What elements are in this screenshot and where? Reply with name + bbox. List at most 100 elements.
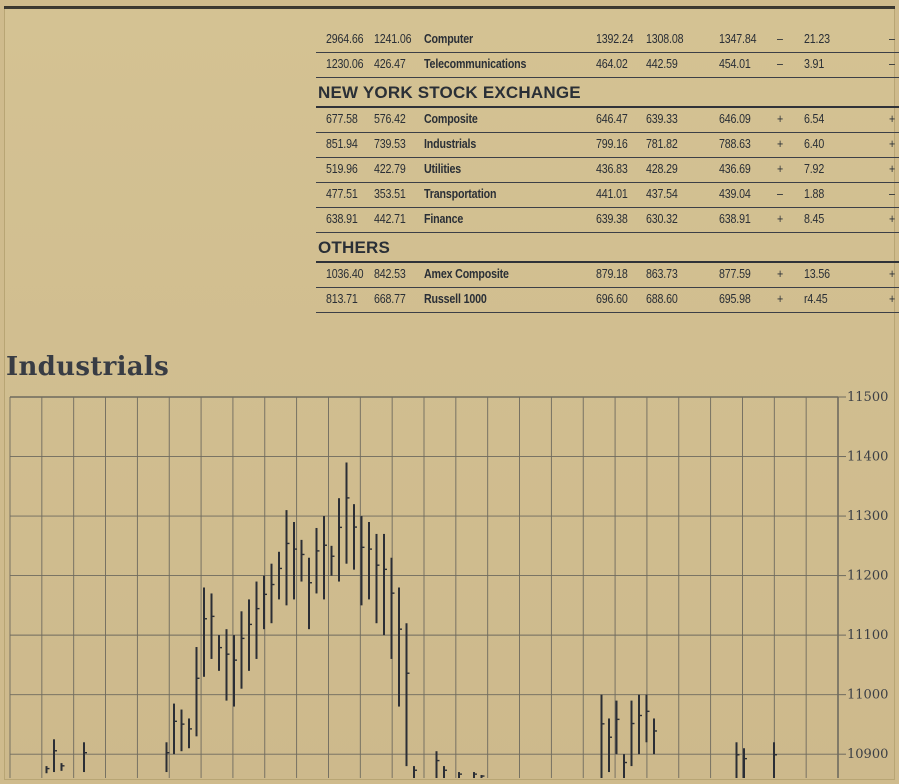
index-row: 1230.06 426.47 Telecommunications 464.02 442… <box>316 53 899 78</box>
index-l2: 639.33 <box>646 111 678 126</box>
index-lo: 842.53 <box>374 266 406 281</box>
index-sign: – <box>777 31 783 46</box>
y-tick-label: 11100 <box>847 628 888 643</box>
index-name: Computer <box>424 31 474 46</box>
index-h2: 639.38 <box>596 211 628 226</box>
chart-grid <box>9 396 839 778</box>
index-row: 1036.40 842.53 Amex Composite 879.18 863.73 8… <box>316 263 899 288</box>
index-lo: 1241.06 <box>374 31 412 46</box>
index-l2: 781.82 <box>646 136 678 151</box>
index-h2: 799.16 <box>596 136 628 151</box>
index-lo: 739.53 <box>374 136 406 151</box>
index-edge: + <box>889 161 896 176</box>
index-edge: – <box>889 56 895 71</box>
index-sign: + <box>777 291 784 306</box>
index-hi: 519.96 <box>326 161 358 176</box>
index-l2: 1308.08 <box>646 31 684 46</box>
index-name: Composite <box>424 111 478 126</box>
chart-title: Industrials <box>6 352 170 382</box>
y-tick-label: 11200 <box>847 569 888 584</box>
index-name: Finance <box>424 211 464 226</box>
index-lo: 668.77 <box>374 291 406 306</box>
index-lo: 426.47 <box>374 56 406 71</box>
y-tick-label: 11500 <box>847 390 888 405</box>
index-row: 477.51 353.51 Transportation 441.01 437.54 43… <box>316 183 899 208</box>
top-rule <box>4 6 895 9</box>
index-close: 454.01 <box>719 56 751 71</box>
index-edge: + <box>889 211 896 226</box>
index-name: Industrials <box>424 136 477 151</box>
index-hi: 677.58 <box>326 111 358 126</box>
index-close: 877.59 <box>719 266 751 281</box>
index-sign: + <box>777 111 784 126</box>
index-chg: 7.92 <box>804 161 825 176</box>
index-name: Transportation <box>424 186 497 201</box>
section-heading: OTHERS <box>316 233 899 263</box>
index-l2: 630.32 <box>646 211 678 226</box>
index-edge: – <box>889 31 895 46</box>
index-edge: + <box>889 136 896 151</box>
index-h2: 436.83 <box>596 161 628 176</box>
index-lo: 442.71 <box>374 211 406 226</box>
index-chg: 8.45 <box>804 211 825 226</box>
index-sign: + <box>777 266 784 281</box>
index-h2: 464.02 <box>596 56 628 71</box>
index-h2: 441.01 <box>596 186 628 201</box>
index-l2: 863.73 <box>646 266 678 281</box>
index-sign: + <box>777 211 784 226</box>
index-lo: 422.79 <box>374 161 406 176</box>
index-h2: 696.60 <box>596 291 628 306</box>
index-hi: 638.91 <box>326 211 358 226</box>
index-chg: 1.88 <box>804 186 825 201</box>
y-tick-label: 11300 <box>847 509 888 524</box>
index-name: Amex Composite <box>424 266 509 281</box>
index-edge: + <box>889 111 896 126</box>
index-lo: 353.51 <box>374 186 406 201</box>
index-edge: – <box>889 186 895 201</box>
index-sign: + <box>777 161 784 176</box>
y-tick-label: 11000 <box>847 688 888 703</box>
index-close: 788.63 <box>719 136 751 151</box>
newspaper-background <box>4 6 895 780</box>
y-tick-label: 10900 <box>847 747 888 762</box>
index-edge: + <box>889 266 896 281</box>
index-close: 638.91 <box>719 211 751 226</box>
index-l2: 428.29 <box>646 161 678 176</box>
index-close: 646.09 <box>719 111 751 126</box>
index-name: Utilities <box>424 161 462 176</box>
index-hi: 1036.40 <box>326 266 364 281</box>
index-sign: – <box>777 56 783 71</box>
index-hi: 813.71 <box>326 291 358 306</box>
index-close: 436.69 <box>719 161 751 176</box>
index-lo: 576.42 <box>374 111 406 126</box>
index-hi: 1230.06 <box>326 56 364 71</box>
index-name: Telecommunications <box>424 56 527 71</box>
index-h2: 879.18 <box>596 266 628 281</box>
index-row: 2964.66 1241.06 Computer 1392.24 1308.08 1347… <box>316 28 899 53</box>
index-chg: r4.45 <box>804 291 828 306</box>
index-row: 677.58 576.42 Composite 646.47 639.33 646.09 +… <box>316 108 899 133</box>
index-l2: 688.60 <box>646 291 678 306</box>
index-row: 519.96 422.79 Utilities 436.83 428.29 436.69 +… <box>316 158 899 183</box>
index-chg: 6.54 <box>804 111 825 126</box>
index-row: 851.94 739.53 Industrials 799.16 781.82 788.6… <box>316 133 899 158</box>
index-chg: 21.23 <box>804 31 830 46</box>
index-row: 638.91 442.71 Finance 639.38 630.32 638.91 +8.… <box>316 208 899 233</box>
stock-index-table: 2964.66 1241.06 Computer 1392.24 1308.08 1347… <box>316 28 899 313</box>
index-row: 813.71 668.77 Russell 1000 696.60 688.60 695.… <box>316 288 899 313</box>
index-l2: 437.54 <box>646 186 678 201</box>
index-sign: – <box>777 186 783 201</box>
y-tick-label: 11400 <box>847 450 888 465</box>
index-chg: 6.40 <box>804 136 825 151</box>
index-h2: 1392.24 <box>596 31 634 46</box>
index-close: 1347.84 <box>719 31 757 46</box>
section-heading: NEW YORK STOCK EXCHANGE <box>316 78 899 108</box>
index-h2: 646.47 <box>596 111 628 126</box>
index-close: 695.98 <box>719 291 751 306</box>
index-sign: + <box>777 136 784 151</box>
index-chg: 3.91 <box>804 56 825 71</box>
index-l2: 442.59 <box>646 56 678 71</box>
index-hi: 477.51 <box>326 186 358 201</box>
index-edge: + <box>889 291 896 306</box>
